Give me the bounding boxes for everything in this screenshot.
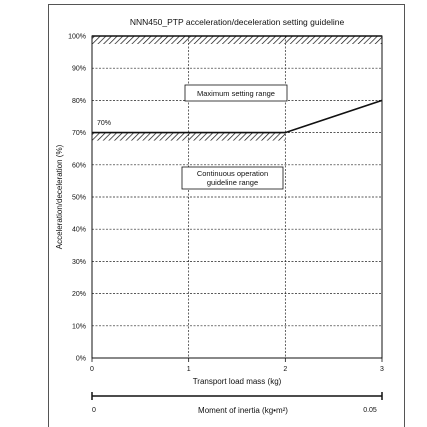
x-tick-label: 3 [380, 366, 384, 373]
y-axis-label: Acceleration/deceleration (%) [55, 144, 64, 249]
hatch-band-max [92, 36, 382, 44]
x-tick-label: 1 [187, 366, 191, 373]
y-tick-label: 80% [72, 98, 86, 105]
y-tick-label: 60% [72, 162, 86, 169]
series [92, 35, 383, 134]
x-tick-labels: 0 1 2 3 [90, 358, 384, 373]
y-tick-label: 50% [72, 195, 86, 202]
hatch-band-guideline [92, 132, 286, 141]
x-axis-label: Transport load mass (kg) [193, 377, 282, 386]
hatching [92, 36, 382, 141]
max-range-box: Maximum setting range [184, 84, 288, 102]
x-tick-label: 2 [283, 366, 287, 373]
y-tick-label: 70% [72, 130, 86, 137]
y-tick-label: 40% [72, 227, 86, 234]
y-tick-label: 10% [72, 323, 86, 330]
secondary-axis: 0 0.05 Moment of inertia (kg•m²) [91, 392, 383, 415]
max-range-label: Maximum setting range [197, 89, 275, 98]
chart-frame [48, 4, 405, 427]
y-tick-labels: 0% 10% 20% 30% 40% 50% 60% 70% 80% 90% 100% [68, 34, 86, 363]
y-tick-label: 0% [76, 356, 86, 363]
y-tick-label: 90% [72, 66, 86, 73]
value-label-70: 70% [97, 120, 111, 127]
secondary-axis-max: 0.05 [363, 407, 377, 414]
series-line-guideline [92, 99, 383, 134]
continuous-range-label-line2: guideline range [207, 178, 258, 187]
plot-border [91, 35, 383, 359]
x-tick-label: 0 [90, 366, 94, 373]
y-tick-label: 20% [72, 291, 86, 298]
continuous-range-label-line1: Continuous operation [197, 169, 268, 178]
grid [92, 36, 382, 358]
secondary-axis-min: 0 [92, 407, 96, 414]
y-tick-label: 30% [72, 259, 86, 266]
continuous-range-box: Continuous operation guideline range [181, 166, 284, 190]
secondary-axis-label: Moment of inertia (kg•m²) [198, 406, 288, 415]
y-tick-label: 100% [68, 34, 86, 41]
chart-title: NNN450_PTP acceleration/deceleration set… [130, 17, 345, 27]
